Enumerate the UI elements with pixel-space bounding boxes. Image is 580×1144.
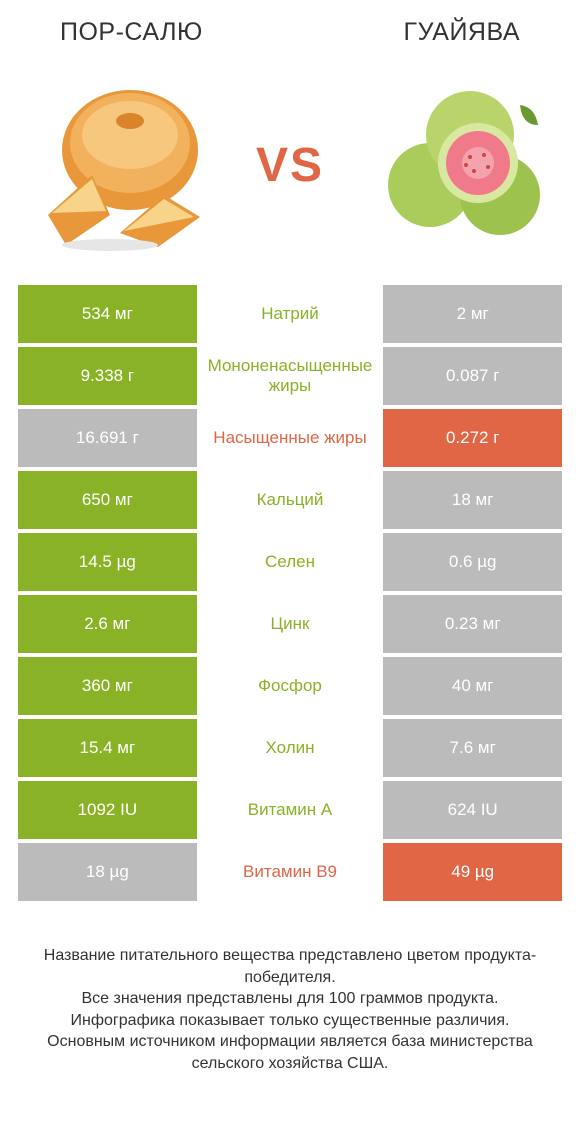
- nutrient-label: Витамин B9: [197, 843, 384, 901]
- title-left: ПОР-САЛЮ: [60, 18, 203, 47]
- left-value: 9.338 г: [18, 347, 197, 405]
- table-row: 14.5 µgСелен0.6 µg: [18, 533, 562, 591]
- title-right: ГУАЙЯВА: [404, 18, 520, 47]
- comparison-table: 534 мгНатрий2 мг9.338 гМононенасыщенные …: [0, 285, 580, 901]
- nutrient-label: Цинк: [197, 595, 384, 653]
- right-value: 2 мг: [383, 285, 562, 343]
- table-row: 18 µgВитамин B949 µg: [18, 843, 562, 901]
- nutrient-label: Кальций: [197, 471, 384, 529]
- table-row: 534 мгНатрий2 мг: [18, 285, 562, 343]
- right-value: 7.6 мг: [383, 719, 562, 777]
- table-row: 1092 IUВитамин A624 IU: [18, 781, 562, 839]
- right-value: 18 мг: [383, 471, 562, 529]
- table-row: 16.691 гНасыщенные жиры0.272 г: [18, 409, 562, 467]
- table-row: 2.6 мгЦинк0.23 мг: [18, 595, 562, 653]
- nutrient-label: Витамин A: [197, 781, 384, 839]
- table-row: 9.338 гМононенасыщенные жиры0.087 г: [18, 347, 562, 405]
- nutrient-label: Фосфор: [197, 657, 384, 715]
- right-value: 49 µg: [383, 843, 562, 901]
- table-row: 650 мгКальций18 мг: [18, 471, 562, 529]
- nutrient-label: Натрий: [197, 285, 384, 343]
- left-value: 1092 IU: [18, 781, 197, 839]
- right-value: 40 мг: [383, 657, 562, 715]
- table-row: 360 мгФосфор40 мг: [18, 657, 562, 715]
- image-row: VS: [0, 55, 580, 285]
- right-value: 0.23 мг: [383, 595, 562, 653]
- right-value: 0.6 µg: [383, 533, 562, 591]
- vs-label: VS: [256, 138, 324, 193]
- left-value: 18 µg: [18, 843, 197, 901]
- cheese-image: [30, 75, 210, 255]
- left-value: 650 мг: [18, 471, 197, 529]
- header: ПОР-САЛЮ ГУАЙЯВА: [0, 0, 580, 55]
- left-value: 360 мг: [18, 657, 197, 715]
- right-value: 0.087 г: [383, 347, 562, 405]
- left-value: 2.6 мг: [18, 595, 197, 653]
- table-row: 15.4 мгХолин7.6 мг: [18, 719, 562, 777]
- nutrient-label: Насыщенные жиры: [197, 409, 384, 467]
- right-value: 0.272 г: [383, 409, 562, 467]
- nutrient-label: Холин: [197, 719, 384, 777]
- right-value: 624 IU: [383, 781, 562, 839]
- guava-image: [370, 75, 550, 255]
- left-value: 14.5 µg: [18, 533, 197, 591]
- left-value: 15.4 мг: [18, 719, 197, 777]
- nutrient-label: Мононенасыщенные жиры: [197, 347, 384, 405]
- nutrient-label: Селен: [197, 533, 384, 591]
- footer-note: Название питательного вещества представл…: [0, 905, 580, 1075]
- left-value: 534 мг: [18, 285, 197, 343]
- left-value: 16.691 г: [18, 409, 197, 467]
